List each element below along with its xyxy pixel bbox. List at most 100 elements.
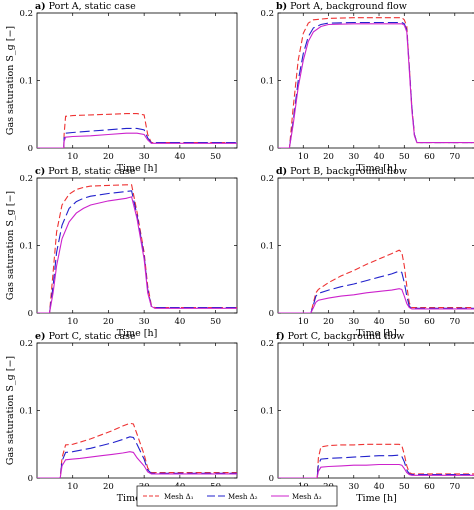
panel-title-text: Port A, static case	[46, 1, 136, 12]
y-tick-label: 0.1	[260, 242, 274, 252]
x-tick-label: 50	[399, 317, 410, 327]
series-line-mesh-1	[278, 443, 474, 478]
x-tick-label: 50	[399, 152, 410, 162]
y-tick-label: 0.1	[260, 407, 274, 417]
x-axis-label: Time [h]	[356, 328, 397, 339]
x-axis-label: Time [h]	[356, 163, 397, 174]
series-line-mesh-1	[37, 422, 237, 478]
y-tick-label: 0	[28, 309, 33, 319]
x-tick-label: 40	[374, 152, 385, 162]
y-tick-label: 0.2	[260, 339, 274, 349]
x-tick-label: 40	[374, 317, 385, 327]
y-axis-label: Gas saturation S_g [−]	[5, 191, 16, 300]
x-tick-label: 70	[449, 317, 460, 327]
x-tick-label: 20	[103, 482, 114, 492]
series-line-mesh-2	[37, 127, 237, 148]
panel-title-letter: c)	[35, 166, 45, 177]
panel-a: 10 20 30 40 50 0 0.1 0.2a) Port A, static case T…	[5, 1, 238, 174]
x-tick-label: 50	[210, 152, 221, 162]
x-tick-label: 10	[67, 152, 78, 162]
panel-title-text: Port B, static case	[45, 166, 136, 177]
y-tick-label: 0.1	[19, 77, 33, 87]
y-tick-label: 0	[28, 474, 33, 484]
series-line-mesh-3	[37, 132, 237, 148]
x-tick-label: 10	[67, 482, 78, 492]
y-tick-label: 0	[269, 309, 274, 319]
series-line-mesh-2	[37, 436, 237, 478]
series-line-mesh-3	[278, 463, 474, 478]
y-tick-label: 0.1	[19, 242, 33, 252]
legend-box	[136, 485, 338, 507]
legend: Mesh Δ₁ Mesh Δ₂ Mesh Δ₃	[136, 485, 338, 507]
series-line-mesh-2	[278, 454, 474, 478]
x-tick-label: 60	[424, 152, 435, 162]
panel-title: b) Port A, background flow	[276, 1, 407, 12]
y-tick-label: 0.1	[260, 77, 274, 87]
series-line-mesh-1	[37, 184, 237, 313]
y-tick-label: 0.2	[19, 9, 33, 19]
series-line-mesh-2	[278, 21, 474, 148]
y-tick-label: 0	[269, 144, 274, 154]
x-tick-label: 20	[103, 152, 114, 162]
x-tick-label: 10	[298, 152, 309, 162]
y-tick-label: 0	[269, 474, 274, 484]
plot-frame	[277, 12, 474, 149]
panel-d: 10 20 30 40 50 60 70 0 0.1 0.2d) Port B, backgrou…	[260, 166, 474, 339]
x-axis-label: Time [h]	[356, 493, 397, 504]
y-tick-label: 0	[28, 144, 33, 154]
panel-title: d) Port B, background flow	[276, 166, 407, 177]
series-line-mesh-1	[278, 249, 474, 313]
panel-title-letter: e)	[35, 331, 46, 342]
x-tick-label: 40	[374, 482, 385, 492]
legend-label-mesh-3: Mesh Δ₃	[292, 493, 322, 501]
x-axis-label: Time [h]	[117, 163, 158, 174]
x-tick-label: 10	[298, 317, 309, 327]
x-tick-label: 60	[424, 317, 435, 327]
series-line-mesh-3	[37, 451, 237, 478]
series-line-mesh-3	[278, 288, 474, 313]
plot-frame	[277, 177, 474, 314]
x-tick-label: 40	[174, 317, 185, 327]
y-axis-label: Gas saturation S_g [−]	[5, 26, 16, 135]
series-line-mesh-3	[278, 23, 474, 148]
y-axis-label: Gas saturation S_g [−]	[5, 356, 16, 465]
panel-title-text: Port B, background flow	[287, 166, 407, 177]
x-tick-label: 30	[348, 482, 359, 492]
x-tick-label: 70	[449, 152, 460, 162]
series-line-mesh-2	[278, 270, 474, 313]
x-tick-label: 50	[210, 317, 221, 327]
series-line-mesh-3	[37, 196, 237, 313]
panel-b: 10 20 30 40 50 60 70 0 0.1 0.2b) Port A, backgrou…	[260, 1, 474, 174]
x-tick-label: 60	[424, 482, 435, 492]
x-tick-label: 20	[323, 317, 334, 327]
y-tick-label: 0.1	[19, 407, 33, 417]
y-tick-label: 0.2	[19, 339, 33, 349]
x-tick-label: 70	[449, 482, 460, 492]
panel-title: c) Port B, static case	[35, 166, 136, 177]
panel-title: f) Port C, background flow	[276, 331, 404, 342]
x-tick-label: 10	[67, 317, 78, 327]
x-tick-label: 30	[139, 152, 150, 162]
x-tick-label: 20	[323, 152, 334, 162]
x-tick-label: 40	[174, 152, 185, 162]
x-tick-label: 30	[348, 317, 359, 327]
panel-title-text: Port C, static case	[46, 331, 137, 342]
panel-title-text: Port C, background flow	[285, 331, 405, 342]
legend-label-mesh-2: Mesh Δ₂	[228, 493, 258, 501]
panel-title-letter: b)	[276, 1, 287, 12]
panel-title-letter: d)	[276, 166, 287, 177]
plot-frame	[36, 12, 238, 149]
y-tick-label: 0.2	[19, 174, 33, 184]
x-tick-label: 50	[399, 482, 410, 492]
series-line-mesh-2	[37, 190, 237, 313]
x-axis-label: Time [h]	[117, 328, 158, 339]
y-tick-label: 0.2	[260, 174, 274, 184]
x-tick-label: 30	[139, 317, 150, 327]
plot-frame	[277, 342, 474, 479]
panel-title: a) Port A, static case	[35, 1, 136, 12]
series-line-mesh-1	[278, 17, 474, 148]
